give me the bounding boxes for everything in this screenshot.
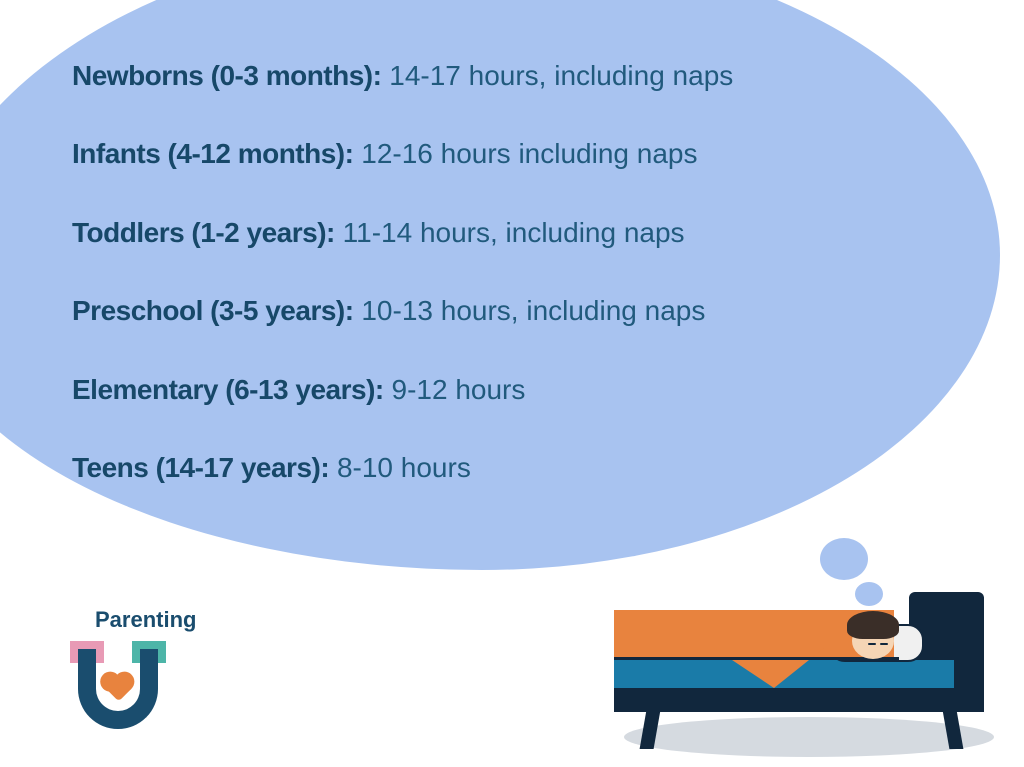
list-item: Elementary (6-13 years): 9-12 hours (72, 372, 832, 408)
sleep-hours-value: 12-16 hours including naps (353, 138, 697, 169)
age-group-label: Infants (4-12 months): (72, 138, 353, 169)
child-hair-icon (847, 611, 899, 639)
age-group-label: Newborns (0-3 months): (72, 60, 381, 91)
age-group-label: Elementary (6-13 years): (72, 374, 384, 405)
closed-eye-icon (880, 643, 888, 645)
blanket-fold-icon (714, 648, 824, 688)
parenting-u-logo: Parenting (50, 607, 200, 737)
logo-u-icon (68, 637, 168, 737)
sleep-hours-value: 10-13 hours, including naps (354, 295, 706, 326)
logo-text: Parenting (95, 607, 200, 633)
sleep-hours-value: 11-14 hours, including naps (335, 217, 685, 248)
list-item: Newborns (0-3 months): 14-17 hours, incl… (72, 58, 832, 94)
thought-bubble-tail-icon (820, 538, 868, 580)
sleep-hours-value: 14-17 hours, including naps (381, 60, 733, 91)
sleep-hours-value: 8-10 hours (329, 452, 471, 483)
age-group-label: Toddlers (1-2 years): (72, 217, 335, 248)
blanket-edge-icon (614, 657, 899, 660)
list-item: Teens (14-17 years): 8-10 hours (72, 450, 832, 486)
sleep-guidelines-list: Newborns (0-3 months): 14-17 hours, incl… (72, 58, 832, 528)
age-group-label: Preschool (3-5 years): (72, 295, 354, 326)
sleep-hours-value: 9-12 hours (384, 374, 526, 405)
list-item: Preschool (3-5 years): 10-13 hours, incl… (72, 293, 832, 329)
list-item: Toddlers (1-2 years): 11-14 hours, inclu… (72, 215, 832, 251)
bed-shadow-icon (624, 717, 994, 757)
sleeping-child-illustration-icon (584, 577, 994, 757)
age-group-label: Teens (14-17 years): (72, 452, 329, 483)
list-item: Infants (4-12 months): 12-16 hours inclu… (72, 136, 832, 172)
closed-eye-icon (868, 643, 876, 645)
